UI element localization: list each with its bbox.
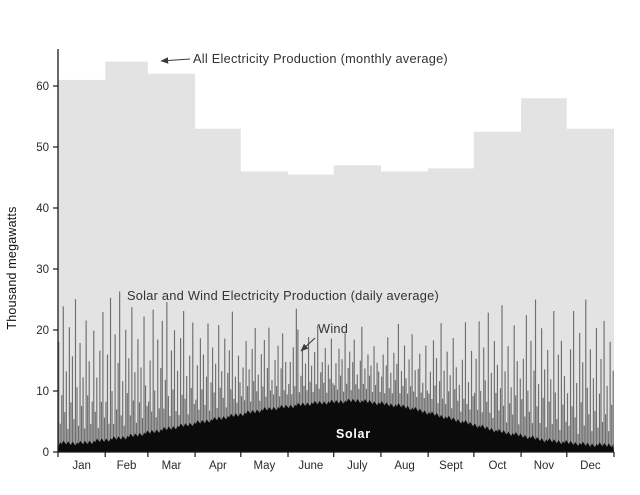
y-axis-title: Thousand megawatts: [5, 206, 19, 329]
y-tick-label: 40: [36, 203, 49, 215]
annotation-solar: Solar: [336, 427, 371, 441]
wind-arrow-icon: [300, 337, 316, 352]
all-production-arrow-icon: [160, 57, 191, 64]
y-tick-label: 60: [36, 81, 49, 93]
y-tick-label: 20: [36, 325, 49, 337]
y-tick-label: 0: [43, 447, 49, 459]
x-tick-label: July: [347, 460, 368, 472]
plot-area: [58, 61, 614, 452]
x-tick-label: Mar: [162, 460, 182, 472]
annotation-all-production: All Electricity Production (monthly aver…: [193, 51, 448, 66]
x-tick-label: June: [298, 460, 323, 472]
y-tick-label: 10: [36, 386, 49, 398]
x-tick-label: May: [254, 460, 276, 472]
x-tick-label: Jan: [72, 460, 91, 472]
y-tick-label: 50: [36, 142, 49, 154]
x-tick-label: Sept: [439, 460, 463, 472]
x-tick-label: Aug: [394, 460, 414, 472]
x-tick-label: Oct: [489, 460, 508, 472]
solar-daily-area: [58, 398, 614, 452]
x-tick-label: Dec: [580, 460, 601, 472]
wind-daily-bars: [58, 291, 614, 452]
annotation-solar-wind: Solar and Wind Electricity Production (d…: [127, 288, 439, 303]
monthly-production-area: [58, 61, 614, 452]
x-tick-label: Apr: [209, 460, 227, 472]
x-tick-label: Feb: [117, 460, 137, 472]
axes: 0 10 20 30 40 50 60 Jan Feb Mar Apr May June July Aug S…: [36, 49, 615, 472]
annotation-wind: Wind: [318, 321, 348, 336]
x-tick-label: Nov: [534, 460, 555, 472]
y-tick-label: 30: [36, 264, 49, 276]
